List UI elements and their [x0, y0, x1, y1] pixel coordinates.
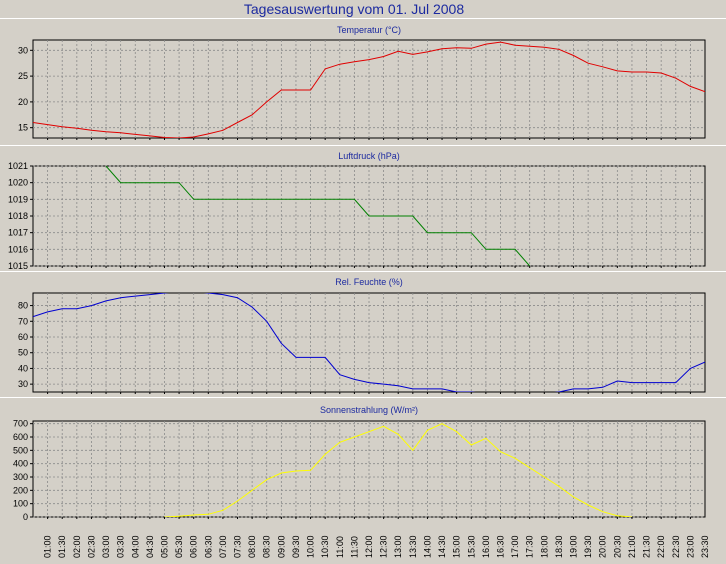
x-tick-label: 20:30: [612, 535, 622, 558]
x-tick-label: 05:30: [174, 535, 184, 558]
x-tick-label: 09:00: [276, 535, 286, 558]
y-tick-label: 50: [18, 348, 28, 358]
x-tick-label: 09:30: [291, 535, 301, 558]
x-tick-label: 07:30: [233, 535, 243, 558]
x-tick-label: 10:30: [320, 535, 330, 558]
y-tick-label: 500: [13, 445, 28, 455]
x-tick-label: 13:00: [393, 535, 403, 558]
chart-title: Tagesauswertung vom 01. Jul 2008: [244, 1, 464, 17]
panel-title: Rel. Feuchte (%): [335, 277, 403, 287]
x-tick-label: 21:30: [642, 535, 652, 558]
y-tick-label: 1018: [8, 211, 28, 221]
panel-2: Luftdruck (hPa) 1015 1016 1017 1018 1019 1020 1…: [0, 145, 726, 271]
x-tick-label: 03:00: [101, 535, 111, 558]
y-tick-label: 20: [18, 97, 28, 107]
x-tick-label: 13:30: [408, 535, 418, 558]
x-tick-label: 08:00: [247, 535, 257, 558]
y-tick-label: 700: [13, 419, 28, 429]
x-tick-label: 01:00: [43, 535, 53, 558]
series-line: [105, 166, 531, 266]
panel-title: Temperatur (°C): [337, 25, 401, 35]
y-tick-label: 30: [18, 379, 28, 389]
x-tick-label: 11:00: [335, 536, 345, 558]
y-tick-label: 300: [13, 472, 28, 482]
y-tick-label: 15: [18, 123, 28, 133]
x-tick-label: 06:30: [203, 535, 213, 558]
x-tick-label: 02:30: [86, 535, 96, 558]
series-line: [164, 423, 633, 517]
y-tick-label: 1021: [8, 161, 28, 171]
y-tick-label: 200: [13, 485, 28, 495]
x-tick-label: 16:30: [495, 535, 505, 558]
y-tick-label: 1020: [8, 178, 28, 188]
x-tick-label: 17:30: [525, 535, 535, 558]
y-tick-label: 600: [13, 432, 28, 442]
y-tick-label: 1019: [8, 194, 28, 204]
y-tick-label: 60: [18, 332, 28, 342]
x-tick-label: 03:30: [116, 535, 126, 558]
x-tick-label: 15:30: [466, 535, 476, 558]
x-tick-label: 21:00: [627, 535, 637, 558]
x-tick-label: 01:30: [57, 535, 67, 558]
y-tick-label: 70: [18, 316, 28, 326]
panel-3: Rel. Feuchte (%) 30 40 50 60 70 80: [0, 271, 726, 396]
x-tick-label: 23:00: [685, 535, 695, 558]
x-tick-label: 04:30: [145, 535, 155, 558]
series-line: [33, 41, 705, 138]
x-tick-label: 12:00: [364, 535, 374, 558]
x-tick-label: 19:30: [583, 535, 593, 558]
x-tick-label: 10:00: [306, 535, 316, 558]
x-tick-label: 18:00: [539, 535, 549, 558]
x-tick-label: 17:00: [510, 535, 520, 558]
x-tick-label: 16:00: [481, 535, 491, 558]
x-tick-label: 14:30: [437, 535, 447, 558]
x-tick-label: 11:30: [349, 536, 359, 558]
panel-4: Sonnenstrahlung (W/m²) 0 100 200 300 400 500 60…: [0, 397, 726, 522]
x-tick-label: 12:30: [379, 535, 389, 558]
x-tick-label: 15:00: [452, 535, 462, 558]
x-axis-labels: 01:00 01:30 02:00 02:30 03:00 03:30 04:00 04:30…: [43, 535, 710, 558]
x-tick-label: 08:30: [262, 535, 272, 558]
y-tick-label: 30: [18, 45, 28, 55]
x-tick-label: 19:00: [569, 535, 579, 558]
y-tick-label: 1017: [8, 228, 28, 238]
y-tick-label: 1015: [8, 261, 28, 271]
x-tick-label: 02:00: [72, 535, 82, 558]
y-tick-label: 100: [13, 499, 28, 509]
y-tick-label: 80: [18, 301, 28, 311]
x-tick-label: 07:00: [218, 535, 228, 558]
panel-title: Luftdruck (hPa): [338, 151, 400, 161]
x-tick-label: 23:30: [700, 535, 710, 558]
y-tick-label: 40: [18, 363, 28, 373]
x-tick-label: 14:00: [422, 535, 432, 558]
panel-1: Temperatur (°C) 15 20 25 30: [0, 18, 726, 144]
x-tick-label: 18:30: [554, 535, 564, 558]
x-tick-label: 22:00: [656, 535, 666, 558]
series-line: [33, 293, 705, 392]
y-tick-label: 400: [13, 459, 28, 469]
y-tick-label: 25: [18, 71, 28, 81]
y-tick-label: 1016: [8, 244, 28, 254]
x-tick-label: 06:00: [189, 535, 199, 558]
x-tick-label: 04:00: [130, 535, 140, 558]
panel-title: Sonnenstrahlung (W/m²): [320, 405, 418, 415]
panels-group: Temperatur (°C) 15 20 25 30 Luftdruck (hPa) 10…: [0, 18, 726, 522]
x-tick-label: 22:30: [671, 535, 681, 558]
y-tick-label: 0: [23, 512, 28, 522]
x-tick-label: 20:00: [598, 535, 608, 558]
x-tick-label: 05:00: [159, 535, 169, 558]
